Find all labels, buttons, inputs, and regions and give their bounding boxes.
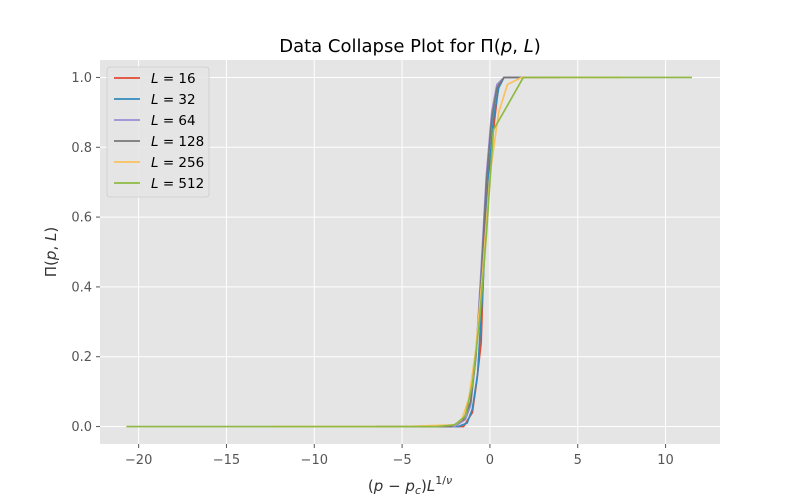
y-ticks: 0.0 0.2 0.4 0.6 0.8 1.0 <box>71 71 100 435</box>
y-axis-label: Π(p, L) <box>42 227 60 277</box>
legend-label-L32: L = 32 <box>151 92 196 108</box>
legend: L = 16 L = 32 L = 64 L = 128 L = 256 L = 512 <box>106 66 210 198</box>
series-lines <box>126 76 692 428</box>
x-tick-label: 10 <box>657 453 674 468</box>
x-tick-label: 5 <box>574 453 582 468</box>
x-tick-label: −15 <box>213 453 240 468</box>
x-tick-label: −10 <box>301 453 328 468</box>
y-tick-label: 0.4 <box>71 280 92 295</box>
legend-label-L64: L = 64 <box>151 113 196 129</box>
legend-label-L16: L = 16 <box>151 71 196 87</box>
x-tick-label: 0 <box>486 453 494 468</box>
y-tick-label: 0.2 <box>71 350 92 365</box>
series-line-L512 <box>126 76 692 428</box>
x-tick-label: −20 <box>125 453 152 468</box>
x-axis-label: (p − pc)L1/ν <box>368 474 452 497</box>
legend-label-L256: L = 256 <box>151 155 204 171</box>
y-tick-label: 0.0 <box>71 420 92 435</box>
y-tick-label: 0.6 <box>71 211 92 226</box>
y-tick-label: 0.8 <box>71 141 92 156</box>
legend-label-L128: L = 128 <box>151 134 204 150</box>
chart-title: Data Collapse Plot for Π(p, L) <box>279 36 541 57</box>
legend-label-L512: L = 512 <box>151 176 204 192</box>
x-tick-label: −5 <box>393 453 412 468</box>
legend-items: L = 16 L = 32 L = 64 L = 128 L = 256 L = 512 <box>114 71 204 192</box>
x-ticks: −20 −15 −10 −5 0 5 10 <box>125 444 674 468</box>
y-tick-label: 1.0 <box>71 71 92 86</box>
